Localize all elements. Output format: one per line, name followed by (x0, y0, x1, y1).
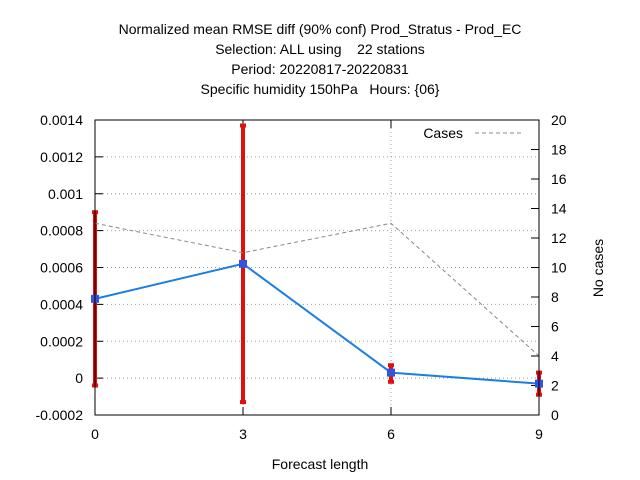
series-line-mean-diff (94, 262, 540, 385)
y-left-tick-label: 0.0014 (40, 112, 83, 128)
title-line-1: Normalized mean RMSE diff (90% conf) Pro… (118, 21, 522, 37)
plot-border (94, 119, 540, 416)
y-right-tick-label: 4 (551, 348, 559, 364)
y-left-tick-label: 0 (75, 370, 83, 386)
y-right-axis-label: No cases (590, 238, 606, 298)
y-left-tick-label: 0.0012 (40, 149, 83, 165)
series-line-cases (94, 222, 540, 357)
y-right-tick-label: 10 (551, 260, 567, 276)
x-tick-label: 0 (91, 426, 99, 442)
y-right-tick-label: 12 (551, 230, 567, 246)
y-right-tick-label: 0 (551, 407, 559, 423)
y-left-tick-label: 0.0004 (40, 296, 83, 312)
y-right-tick-label: 20 (551, 112, 567, 128)
y-left-tick-label: 0.0002 (40, 333, 83, 349)
title-line-3: Period: 20220817-20220831 (231, 61, 409, 77)
data-point-mean-diff (387, 368, 395, 377)
y-right-tick-label: 18 (551, 142, 567, 158)
y-left-tick-label: 0.001 (48, 186, 83, 202)
y-right-tick-label: 14 (551, 201, 567, 217)
y-right-tick-label: 8 (551, 289, 559, 305)
y-right-tick-label: 2 (551, 378, 559, 394)
legend-label-cases: Cases (423, 125, 463, 141)
y-left-tick-label: -0.0002 (36, 407, 84, 423)
x-tick-label: 3 (239, 426, 247, 442)
y-right-tick-label: 16 (551, 171, 567, 187)
x-axis-label: Forecast length (271, 456, 369, 472)
x-tick-label: 6 (387, 426, 395, 442)
x-tick-label: 9 (535, 426, 543, 442)
data-point-mean-diff (239, 259, 247, 268)
y-left-tick-label: 0.0006 (40, 260, 83, 276)
y-left-tick-label: 0.0008 (40, 223, 83, 239)
title-line-4: Specific humidity 150hPa Hours: {06} (200, 81, 440, 97)
title-line-2: Selection: ALL using 22 stations (215, 41, 425, 57)
y-right-tick-label: 6 (551, 319, 559, 335)
